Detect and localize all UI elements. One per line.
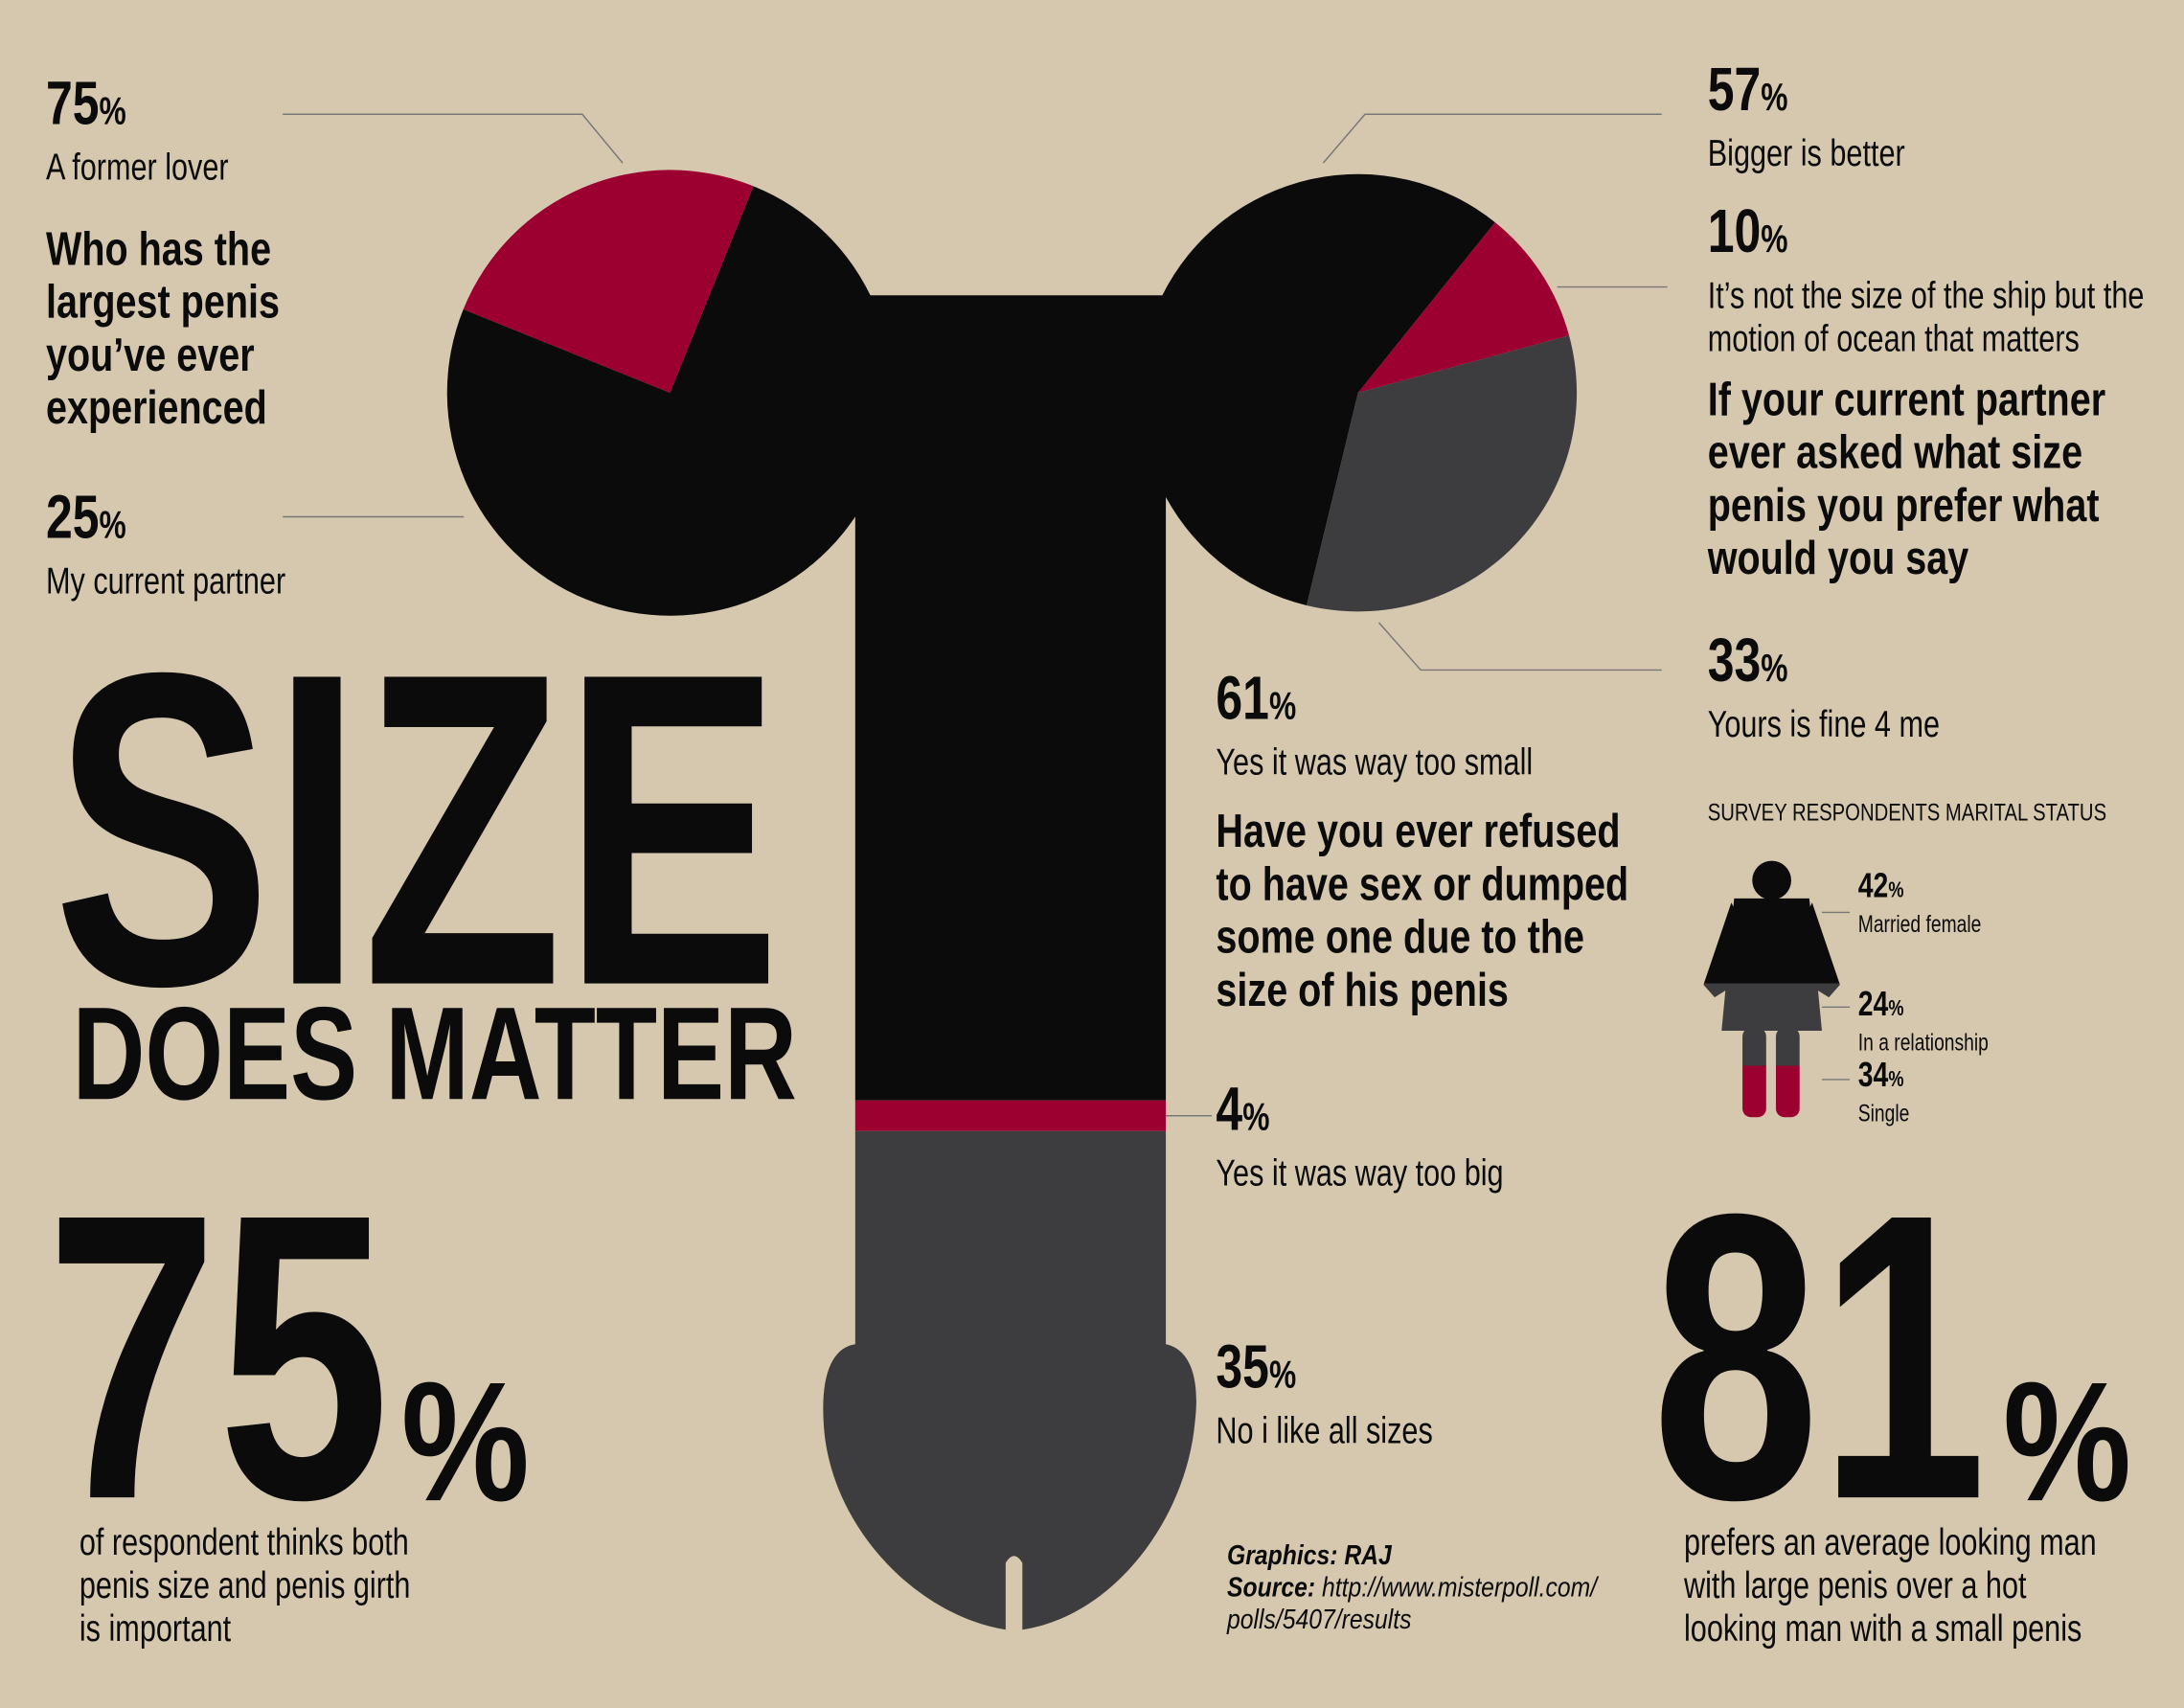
marital-title: SURVEY RESPONDENTS MARITAL STATUS: [1707, 799, 2107, 827]
marital-married: 42% Married female: [1857, 866, 1982, 938]
woman-figure-icon: [1703, 860, 1840, 1118]
stat-ship-ocean: 10% It’s not the size of the ship but th…: [1708, 197, 2145, 360]
source-label: Source:: [1227, 1572, 1316, 1604]
shaft-segment-too-small: [854, 295, 1167, 1101]
pie-slice-yours-is-fine-4-me: [1307, 335, 1578, 612]
big-stat-81-percent: %: [2002, 1378, 2132, 1508]
stat-label: Bigger is better: [1707, 132, 1905, 174]
stat-label: A former lover: [45, 146, 229, 189]
credits: Graphics: RAJ Source: http://www.misterp…: [1227, 1540, 1597, 1636]
stat-yours-fine: 33% Yours is fine 4 me: [1708, 626, 1940, 746]
headline-size: SIZE: [53, 660, 782, 998]
leader-yours-fine: [1378, 622, 1662, 672]
big-stat-75-percent: %: [400, 1378, 530, 1508]
stat-value: 57%: [1707, 56, 1788, 125]
stat-label-line2: motion of ocean that matters: [1707, 317, 2080, 360]
pie-slice-bigger-is-better: [1139, 173, 1495, 605]
woman-right-leg: [1775, 1028, 1800, 1118]
stat-bigger-better: 57% Bigger is better: [1708, 56, 1905, 175]
stat-label: No i like all sizes: [1216, 1409, 1433, 1452]
stat-label: My current partner: [45, 559, 286, 603]
stat-value: 75%: [45, 69, 126, 138]
stat-value: 33%: [1707, 626, 1788, 695]
marital-relationship: 24% In a relationship: [1857, 985, 1989, 1057]
stat-value: 61%: [1216, 664, 1297, 733]
source-url-line1: http://www.misterpoll.com/: [1321, 1572, 1598, 1604]
glans-shape: [823, 1344, 1196, 1630]
question-preferred-size: If your current partner ever asked what s…: [1707, 373, 2106, 585]
big-stat-81-description: prefers an average looking man with large…: [1684, 1520, 2097, 1650]
stat-value: 4%: [1216, 1075, 1270, 1144]
marital-single: 34% Single: [1857, 1056, 1910, 1127]
stat-value: 25%: [45, 483, 126, 552]
stat-too-big: 4% Yes it was way too big: [1216, 1076, 1503, 1196]
stat-too-small: 61% Yes it was way too small: [1216, 665, 1533, 785]
stat-label: Yours is fine 4 me: [1707, 703, 1941, 745]
big-stat-81: 81: [1651, 1203, 1988, 1512]
woman-right-arm: [1798, 902, 1840, 998]
stat-current-partner: 25% My current partner: [46, 484, 285, 603]
graphics-credit: Graphics: RAJ: [1227, 1540, 1392, 1572]
stat-label-line1: It’s not the size of the ship but the: [1707, 274, 2145, 317]
shaft-segment-too-big: [854, 1100, 1167, 1131]
stat-label: Yes it was way too small: [1216, 740, 1534, 784]
leader-bigger-better: [1322, 113, 1662, 164]
stat-all-sizes: 35% No i like all sizes: [1216, 1333, 1432, 1453]
leader-former-lover: [283, 113, 624, 164]
big-stat-75-description: of respondent thinks both penis size and …: [79, 1520, 411, 1650]
headline-does-matter: DOES MATTER: [72, 1004, 797, 1106]
pie-slice-my-current-partner: [463, 170, 754, 394]
woman-head: [1752, 860, 1791, 900]
stat-value: 35%: [1216, 1332, 1297, 1401]
woman-body: [1721, 898, 1822, 1032]
woman-left-arm: [1703, 902, 1745, 998]
source-url-line2: polls/5407/results: [1227, 1605, 1412, 1636]
pie-chart-preferred-size: [1139, 173, 1578, 612]
big-stat-75: 75: [45, 1203, 390, 1512]
woman-left-leg: [1742, 1028, 1766, 1118]
stat-former-lover: 75% A former lover: [46, 70, 229, 190]
leader-lines: [283, 113, 1851, 1117]
stat-label: Yes it was way too big: [1216, 1151, 1504, 1195]
pie-slice-a-former-lover: [446, 186, 894, 616]
pie-chart-largest-experienced: [446, 170, 894, 616]
stat-value: 10%: [1707, 197, 1788, 266]
shaft-segment-all-sizes: [854, 1130, 1167, 1349]
question-largest-experienced: Who has the largest penis you’ve ever exper…: [45, 222, 280, 435]
question-refused: Have you ever refused to have sex or dump…: [1216, 805, 1629, 1017]
pie-slice-it-s-not-the-size-of-the-ship-: [1357, 222, 1570, 394]
